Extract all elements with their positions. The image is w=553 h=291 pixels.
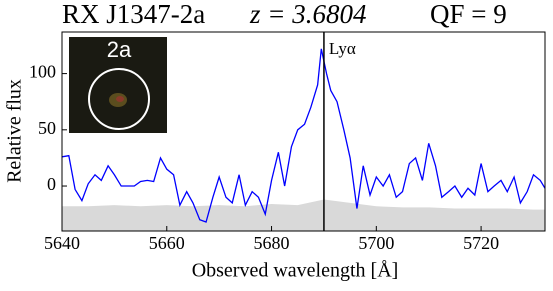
line-marker-label: Lyα [329,39,356,58]
x-tick-label: 5680 [254,233,290,253]
inset-image [69,37,167,133]
y-tick-label: 100 [29,62,56,82]
y-tick-label: 0 [47,174,56,194]
x-tick-label: 5720 [463,233,499,253]
x-tick-label: 5640 [44,233,80,253]
title-redshift: z = 3.6804 [249,0,366,29]
title-qf: QF = 9 [430,0,507,29]
title-object: RX J1347-2a [62,0,205,29]
inset-aperture [88,68,150,130]
sky-area [62,199,545,231]
plot-frame [61,31,546,232]
y-tick-label: 50 [38,118,56,138]
x-tick-label: 5660 [149,233,185,253]
x-tick-label: 5700 [358,233,394,253]
y-axis-label: Relative flux [4,79,26,183]
flux-line [62,48,545,223]
x-axis-label: Observed wavelength [Å] [192,260,399,282]
inset-label: 2a [107,37,132,62]
inset-core [116,96,124,102]
